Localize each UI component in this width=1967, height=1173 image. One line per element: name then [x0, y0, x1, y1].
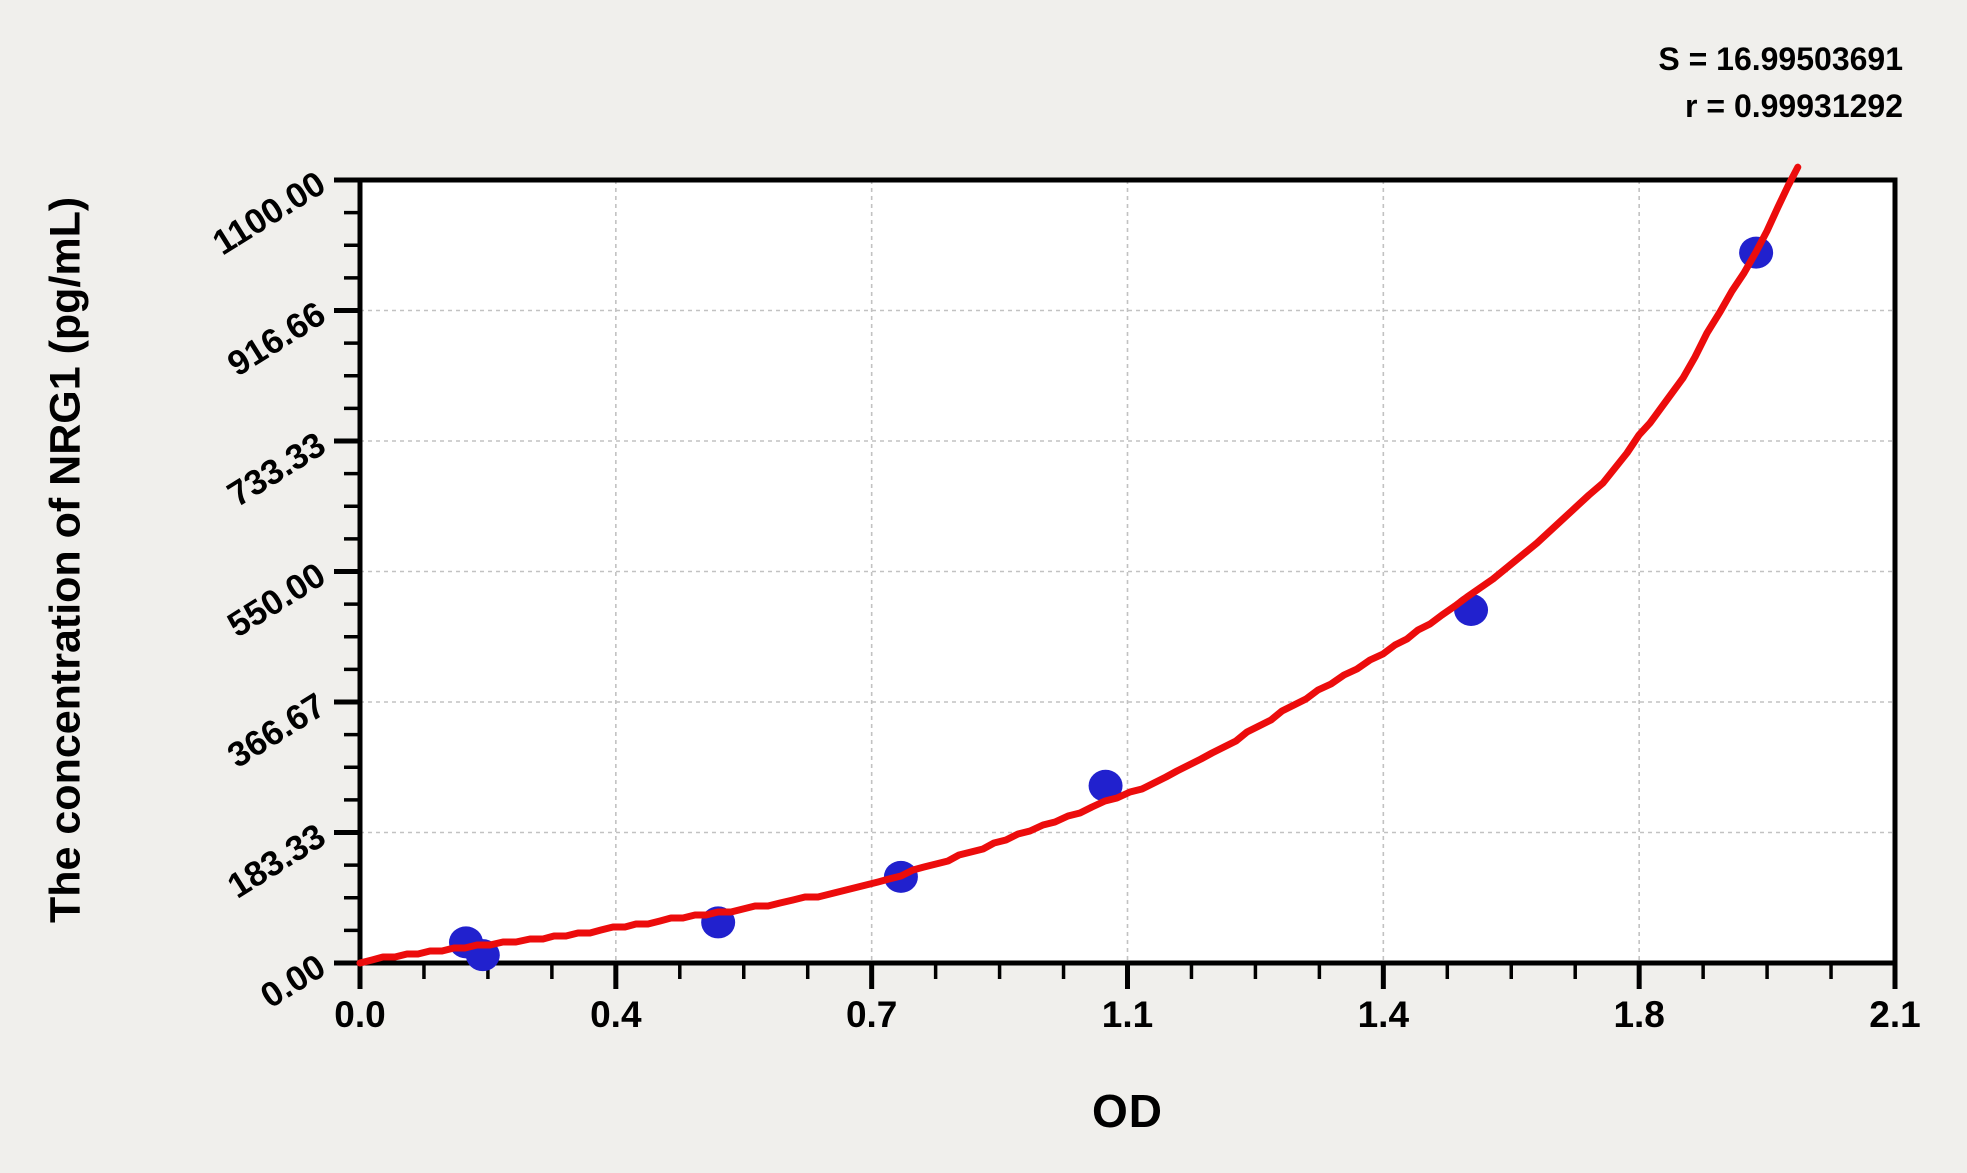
y-tick-label: 733.33	[221, 425, 332, 515]
x-tick-label: 1.8	[1613, 994, 1664, 1035]
fit-statistic-s: S = 16.99503691	[1658, 41, 1903, 77]
x-tick-label: 1.1	[1102, 994, 1153, 1035]
y-tick-label: 550.00	[221, 555, 332, 645]
x-tick-label: 1.4	[1358, 994, 1410, 1035]
y-tick-label: 0.00	[254, 947, 332, 1016]
x-tick-label: 2.1	[1869, 994, 1920, 1035]
y-tick-label: 1100.00	[206, 164, 332, 263]
x-axis-title: OD	[1092, 1085, 1163, 1137]
x-tick-label: 0.0	[334, 994, 385, 1035]
fit-statistic-r: r = 0.99931292	[1685, 88, 1903, 124]
x-tick-label: 0.4	[590, 994, 642, 1035]
y-tick-label: 366.67	[221, 686, 332, 776]
fit-curve	[356, 163, 1802, 967]
x-tick-label: 0.7	[846, 994, 897, 1035]
y-tick-label: 183.33	[221, 816, 332, 906]
y-tick-label: 916.66	[221, 294, 332, 384]
fit-statistics: S = 16.99503691 r = 0.99931292	[1658, 36, 1903, 130]
data-point	[1088, 769, 1123, 802]
